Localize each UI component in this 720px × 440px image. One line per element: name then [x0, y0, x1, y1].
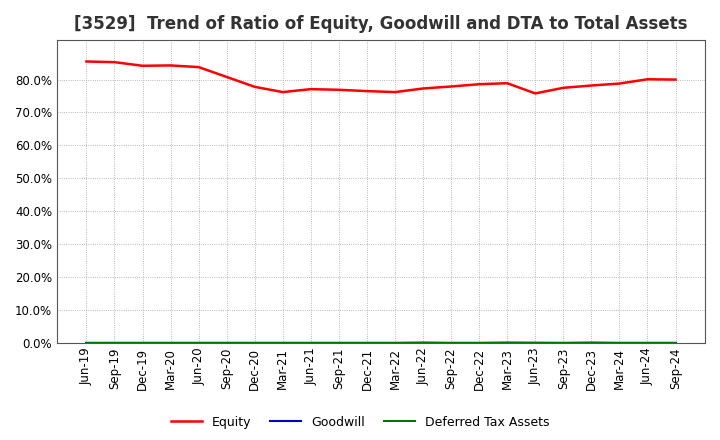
- Equity: [531, 91, 539, 96]
- Deferred Tax Assets: [559, 340, 567, 345]
- Equity: [138, 63, 147, 68]
- Equity: [251, 84, 259, 89]
- Equity: [475, 81, 484, 87]
- Deferred Tax Assets: [391, 340, 400, 345]
- Deferred Tax Assets: [222, 340, 231, 345]
- Deferred Tax Assets: [251, 340, 259, 345]
- Goodwill: [475, 340, 484, 345]
- Deferred Tax Assets: [419, 340, 428, 345]
- Deferred Tax Assets: [531, 340, 539, 345]
- Equity: [279, 89, 287, 95]
- Goodwill: [391, 340, 400, 345]
- Goodwill: [307, 340, 315, 345]
- Equity: [503, 81, 511, 86]
- Equity: [82, 59, 91, 64]
- Equity: [363, 88, 372, 94]
- Equity: [559, 85, 567, 91]
- Title: [3529]  Trend of Ratio of Equity, Goodwill and DTA to Total Assets: [3529] Trend of Ratio of Equity, Goodwil…: [74, 15, 688, 33]
- Deferred Tax Assets: [587, 340, 595, 345]
- Deferred Tax Assets: [110, 340, 119, 345]
- Legend: Equity, Goodwill, Deferred Tax Assets: Equity, Goodwill, Deferred Tax Assets: [166, 411, 554, 434]
- Goodwill: [419, 340, 428, 345]
- Equity: [419, 86, 428, 91]
- Deferred Tax Assets: [335, 340, 343, 345]
- Deferred Tax Assets: [166, 340, 175, 345]
- Goodwill: [138, 340, 147, 345]
- Equity: [222, 74, 231, 80]
- Equity: [643, 77, 652, 82]
- Deferred Tax Assets: [503, 340, 511, 345]
- Deferred Tax Assets: [279, 340, 287, 345]
- Goodwill: [110, 340, 119, 345]
- Goodwill: [503, 340, 511, 345]
- Line: Equity: Equity: [86, 62, 675, 93]
- Deferred Tax Assets: [615, 340, 624, 345]
- Deferred Tax Assets: [475, 340, 484, 345]
- Equity: [587, 83, 595, 88]
- Goodwill: [82, 340, 91, 345]
- Equity: [335, 87, 343, 92]
- Goodwill: [166, 340, 175, 345]
- Goodwill: [671, 340, 680, 345]
- Goodwill: [251, 340, 259, 345]
- Goodwill: [559, 340, 567, 345]
- Deferred Tax Assets: [138, 340, 147, 345]
- Goodwill: [643, 340, 652, 345]
- Deferred Tax Assets: [671, 340, 680, 345]
- Equity: [615, 81, 624, 86]
- Goodwill: [222, 340, 231, 345]
- Goodwill: [335, 340, 343, 345]
- Goodwill: [447, 340, 456, 345]
- Goodwill: [279, 340, 287, 345]
- Deferred Tax Assets: [363, 340, 372, 345]
- Equity: [307, 87, 315, 92]
- Goodwill: [587, 340, 595, 345]
- Goodwill: [194, 340, 203, 345]
- Deferred Tax Assets: [643, 340, 652, 345]
- Equity: [194, 64, 203, 70]
- Deferred Tax Assets: [194, 340, 203, 345]
- Equity: [447, 84, 456, 89]
- Equity: [391, 89, 400, 95]
- Equity: [671, 77, 680, 82]
- Goodwill: [615, 340, 624, 345]
- Goodwill: [363, 340, 372, 345]
- Deferred Tax Assets: [307, 340, 315, 345]
- Equity: [166, 63, 175, 68]
- Deferred Tax Assets: [447, 340, 456, 345]
- Deferred Tax Assets: [82, 340, 91, 345]
- Goodwill: [531, 340, 539, 345]
- Equity: [110, 59, 119, 65]
